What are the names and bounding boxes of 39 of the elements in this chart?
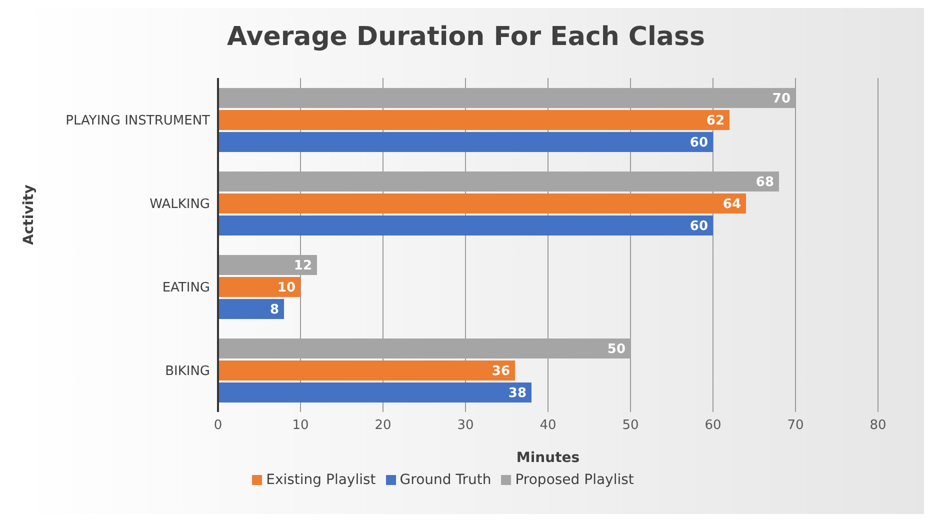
- bar: [218, 277, 300, 298]
- data-label: 62: [706, 114, 724, 129]
- y-axis-title: Activity: [20, 184, 37, 245]
- y-tick-label: BIKING: [165, 364, 210, 379]
- data-label: 70: [772, 92, 790, 107]
- x-tick-label: 20: [374, 418, 392, 434]
- x-tick-label: 70: [787, 418, 804, 434]
- y-tick-label: PLAYING INSTRUMENT: [66, 113, 210, 128]
- data-label: 10: [277, 280, 296, 296]
- x-tick-label: 50: [622, 418, 639, 434]
- data-label: 60: [690, 219, 708, 234]
- bar: [218, 360, 515, 381]
- bar: [218, 110, 730, 130]
- x-tick-label: 80: [870, 418, 886, 434]
- data-label: 8: [270, 302, 279, 318]
- x-tick-label: 60: [704, 418, 722, 434]
- legend-label: Existing Playlist: [266, 472, 376, 488]
- data-label: 12: [294, 258, 312, 274]
- chart-title: Average Duration For Each Class: [226, 21, 706, 54]
- data-label: 68: [756, 175, 774, 190]
- legend-label: Proposed Playlist: [515, 472, 634, 488]
- legend-label: Ground Truth: [400, 472, 492, 488]
- y-tick-label: EATING: [162, 280, 210, 296]
- data-label: 36: [492, 364, 510, 380]
- bar: [218, 132, 713, 152]
- bar: [218, 382, 532, 403]
- data-label: 60: [690, 136, 708, 151]
- bar: [218, 194, 746, 214]
- x-tick-label: 10: [292, 418, 309, 434]
- bar: [218, 216, 713, 236]
- bar: [218, 299, 284, 320]
- x-axis-title: Minutes: [516, 450, 580, 466]
- x-tick-label: 40: [540, 418, 556, 434]
- x-tick-label: 30: [457, 418, 474, 434]
- y-tick-label: WALKING: [150, 196, 210, 212]
- data-label: 50: [607, 342, 626, 358]
- data-label: 38: [508, 386, 526, 402]
- data-label: 64: [722, 197, 741, 212]
- x-tick-label: 0: [214, 418, 222, 434]
